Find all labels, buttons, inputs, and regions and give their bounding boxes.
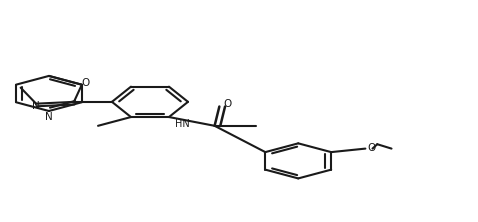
Text: N: N bbox=[45, 112, 53, 122]
Text: N: N bbox=[32, 101, 40, 111]
Text: O: O bbox=[367, 143, 375, 153]
Text: O: O bbox=[82, 78, 90, 88]
Text: O: O bbox=[224, 99, 232, 109]
Text: HN: HN bbox=[175, 119, 190, 129]
